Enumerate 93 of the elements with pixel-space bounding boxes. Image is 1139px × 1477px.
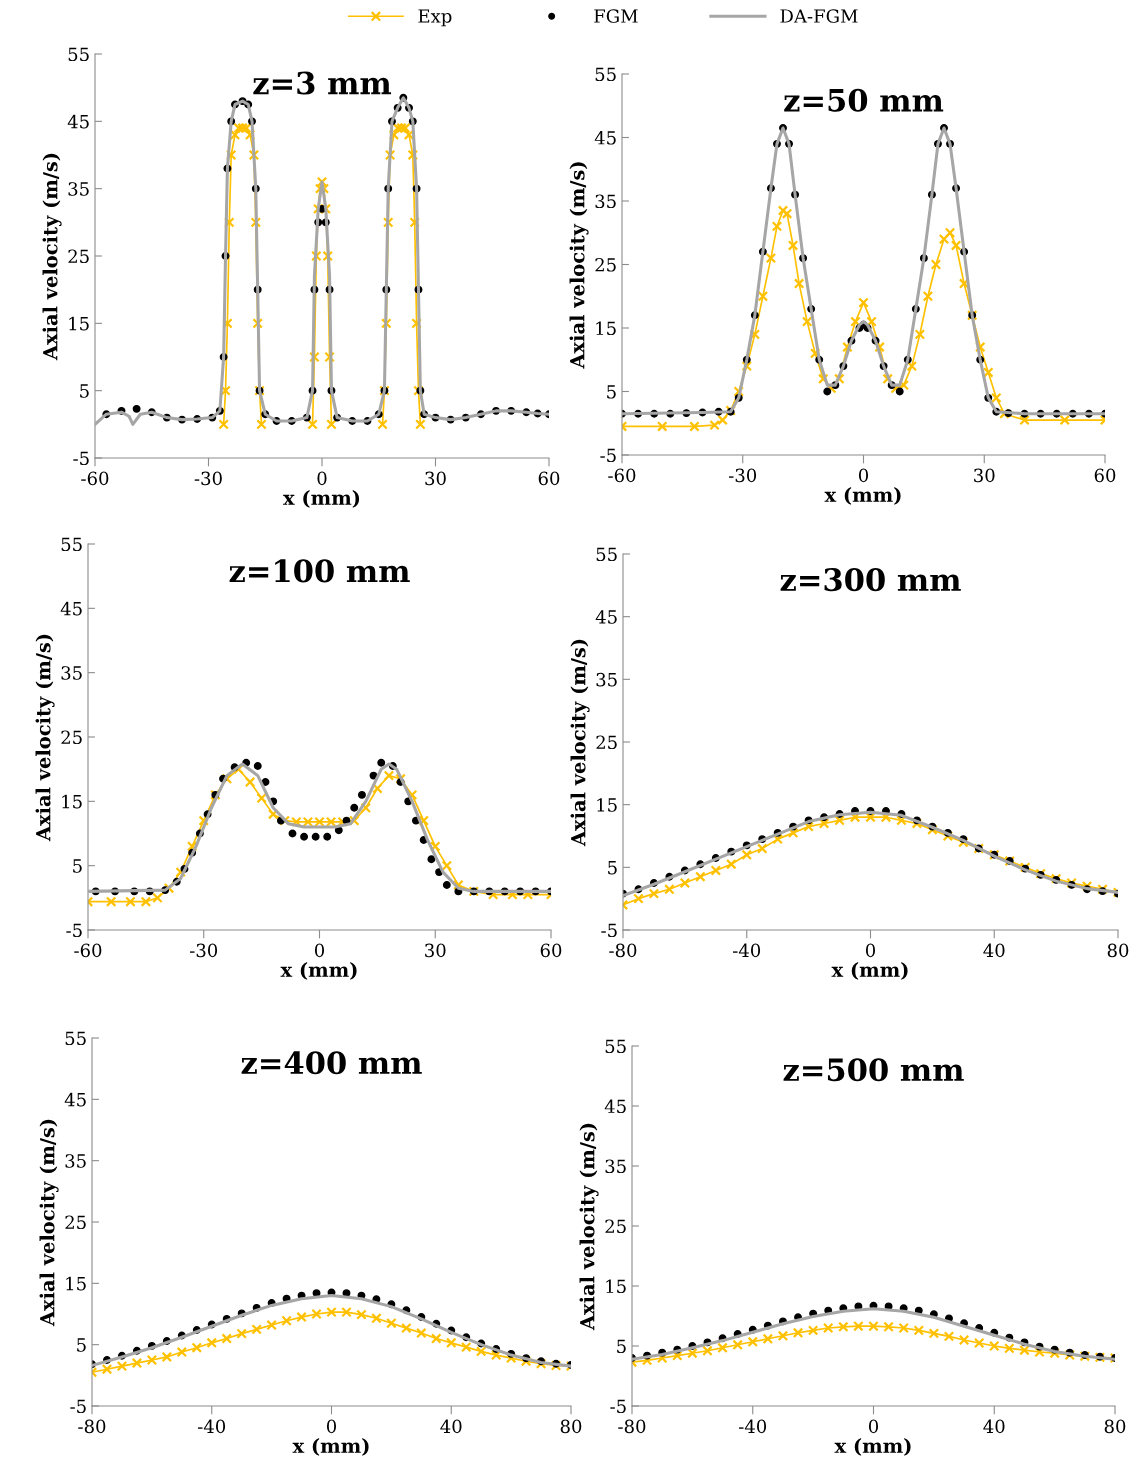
x-tick-label: -40 bbox=[198, 1419, 226, 1434]
y-tick-label: 25 bbox=[68, 249, 89, 264]
x-tick-label: 80 bbox=[1107, 943, 1129, 958]
y-tick-label: 55 bbox=[68, 47, 89, 62]
y-tick-label: 35 bbox=[596, 672, 617, 687]
x-tick-label: -30 bbox=[194, 471, 222, 486]
y-tick-label: 25 bbox=[605, 1219, 626, 1234]
y-tick-label: 25 bbox=[65, 1215, 86, 1230]
y-tick-label: 5 bbox=[608, 861, 617, 875]
y-axis-title: Axial velocity (m/s) bbox=[42, 153, 62, 361]
chart-title: z=100 mm bbox=[229, 559, 410, 583]
y-tick-label: 15 bbox=[69, 316, 89, 331]
x-tick-label: 40 bbox=[440, 1419, 462, 1434]
y-tick-label: 5 bbox=[607, 385, 616, 399]
x-axis-title: x (mm) bbox=[834, 1438, 911, 1456]
x-tick-label: 0 bbox=[317, 471, 327, 486]
y-axis-title: Axial velocity (m/s) bbox=[39, 1119, 59, 1327]
y-tick-label: 15 bbox=[606, 1279, 626, 1294]
x-tick-label: -30 bbox=[190, 943, 218, 958]
x-tick-label: -60 bbox=[81, 471, 109, 486]
x-tick-label: 0 bbox=[314, 943, 325, 958]
y-tick-label: 5 bbox=[617, 1339, 626, 1354]
x-axis-title: x (mm) bbox=[283, 490, 360, 508]
y-tick-label: -5 bbox=[600, 448, 616, 463]
y-tick-label: 45 bbox=[67, 114, 89, 129]
y-tick-label: 45 bbox=[595, 610, 617, 624]
y-tick-label: 15 bbox=[62, 794, 82, 809]
y-tick-label: 55 bbox=[596, 547, 617, 562]
y-tick-label: 45 bbox=[604, 1099, 626, 1114]
y-tick-label: 45 bbox=[594, 130, 616, 145]
x-tick-label: 0 bbox=[868, 1419, 879, 1434]
y-tick-label: 15 bbox=[596, 321, 616, 336]
y-tick-label: -5 bbox=[601, 923, 617, 938]
y-tick-label: -5 bbox=[610, 1399, 626, 1414]
x-axis-title: x (mm) bbox=[280, 962, 357, 980]
y-axis-title: Axial velocity (m/s) bbox=[569, 162, 589, 369]
x-tick-label: 60 bbox=[538, 471, 560, 486]
x-tick-label: 80 bbox=[560, 1419, 582, 1434]
x-tick-label: 30 bbox=[425, 943, 446, 958]
x-tick-label: 60 bbox=[1094, 468, 1116, 483]
y-tick-label: 35 bbox=[605, 1159, 626, 1174]
x-tick-label: 30 bbox=[425, 471, 446, 486]
chart-title: z=300 mm bbox=[780, 568, 961, 592]
y-axis-title: Axial velocity (m/s) bbox=[579, 1123, 599, 1331]
x-tick-label: 60 bbox=[540, 943, 562, 958]
chart-title: z=50 mm bbox=[784, 88, 944, 112]
y-tick-label: 45 bbox=[60, 601, 82, 616]
x-tick-label: -60 bbox=[74, 943, 102, 958]
y-tick-label: 55 bbox=[61, 537, 82, 552]
y-tick-label: 5 bbox=[80, 384, 89, 398]
chart-title: z=400 mm bbox=[241, 1051, 422, 1075]
y-tick-label: 35 bbox=[61, 666, 82, 680]
chart-title: z=500 mm bbox=[783, 1058, 964, 1082]
x-tick-label: 0 bbox=[858, 468, 869, 483]
y-tick-label: 35 bbox=[65, 1154, 86, 1168]
y-axis-title: Axial velocity (m/s) bbox=[35, 634, 55, 842]
x-tick-label: -80 bbox=[78, 1419, 106, 1434]
y-tick-label: 55 bbox=[605, 1039, 626, 1054]
y-tick-label: 55 bbox=[595, 67, 616, 82]
legend-label: DA-FGM bbox=[780, 9, 858, 23]
y-tick-label: 15 bbox=[597, 798, 617, 812]
y-tick-label: -5 bbox=[66, 923, 82, 938]
y-tick-label: 35 bbox=[68, 182, 89, 196]
y-tick-label: 25 bbox=[61, 730, 82, 745]
y-tick-label: -5 bbox=[73, 451, 89, 466]
x-tick-label: -40 bbox=[733, 943, 761, 958]
x-tick-label: -80 bbox=[609, 943, 637, 958]
x-axis-title: x (mm) bbox=[831, 962, 908, 980]
x-axis-title: x (mm) bbox=[824, 487, 901, 505]
legend-label: Exp bbox=[418, 9, 452, 27]
y-tick-label: -5 bbox=[70, 1399, 86, 1414]
y-tick-label: 25 bbox=[596, 735, 617, 750]
x-tick-label: 40 bbox=[983, 1419, 1005, 1434]
legend-label: FGM bbox=[594, 9, 638, 23]
x-tick-label: 40 bbox=[983, 943, 1005, 958]
x-tick-label: -40 bbox=[739, 1419, 767, 1434]
x-tick-label: -30 bbox=[729, 468, 757, 483]
y-tick-label: 55 bbox=[65, 1031, 86, 1046]
x-axis-title: x (mm) bbox=[292, 1438, 369, 1456]
y-tick-label: 45 bbox=[64, 1092, 86, 1107]
y-tick-label: 5 bbox=[77, 1338, 86, 1352]
x-tick-label: 0 bbox=[326, 1419, 337, 1434]
x-tick-label: -80 bbox=[618, 1419, 646, 1434]
y-tick-label: 25 bbox=[595, 257, 616, 272]
x-tick-label: 80 bbox=[1104, 1419, 1126, 1434]
x-tick-label: 30 bbox=[974, 468, 995, 483]
y-tick-label: 5 bbox=[73, 859, 82, 873]
y-tick-label: 15 bbox=[66, 1276, 86, 1291]
y-tick-label: 35 bbox=[595, 194, 616, 209]
y-axis-title: Axial velocity (m/s) bbox=[570, 639, 590, 847]
x-tick-label: -60 bbox=[608, 468, 636, 483]
x-tick-label: 0 bbox=[865, 943, 876, 958]
chart-title: z=3 mm bbox=[253, 71, 392, 95]
